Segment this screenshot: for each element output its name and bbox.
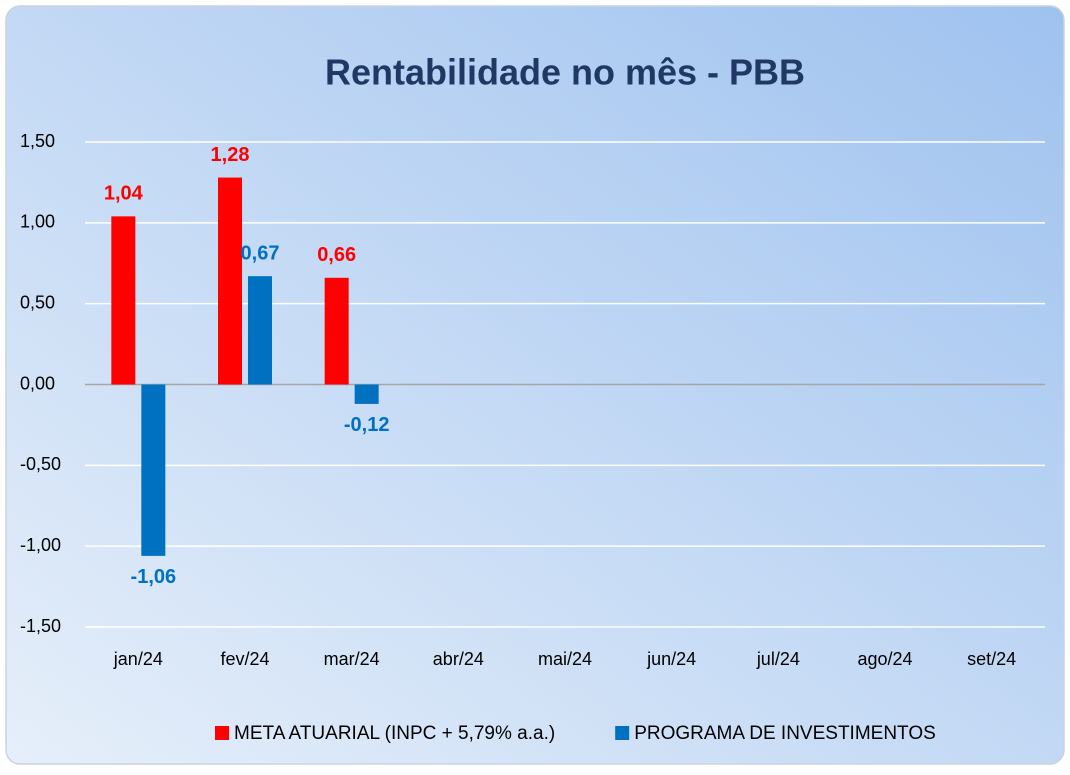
- x-tick-label: ago/24: [857, 649, 912, 669]
- data-label: 1,04: [104, 183, 144, 205]
- bar: [218, 177, 242, 385]
- y-tick-label: 1,00: [20, 212, 55, 232]
- data-label: -0,12: [344, 414, 390, 436]
- legend-label: META ATUARIAL (INPC + 5,79% a.a.): [234, 723, 555, 744]
- chart-title: Rentabilidade no mês - PBB: [325, 52, 805, 93]
- x-tick-label: mai/24: [538, 649, 592, 669]
- x-tick-label: fev/24: [220, 649, 269, 669]
- x-tick-label: jun/24: [646, 649, 696, 669]
- data-label: 1,28: [211, 144, 250, 166]
- y-tick-label: -1,00: [20, 535, 61, 555]
- y-tick-label: -0,50: [20, 454, 61, 474]
- x-tick-label: mar/24: [324, 649, 380, 669]
- y-tick-label: -1,50: [20, 616, 61, 636]
- data-label: 0,66: [317, 244, 356, 266]
- x-tick-label: set/24: [967, 649, 1016, 669]
- data-label: -1,06: [131, 566, 177, 588]
- legend-label: PROGRAMA DE INVESTIMENTOS: [634, 723, 936, 744]
- bar: [141, 384, 166, 556]
- y-tick-label: 1,50: [20, 131, 55, 151]
- x-tick-label: jan/24: [113, 649, 163, 669]
- legend-swatch: [615, 726, 630, 740]
- x-tick-label: abr/24: [433, 649, 484, 669]
- y-tick-label: 0,00: [20, 373, 55, 393]
- x-tick-label: jul/24: [756, 649, 800, 669]
- bar: [354, 384, 379, 404]
- legend-swatch: [215, 726, 229, 740]
- data-label: 0,67: [241, 242, 280, 264]
- bar: [324, 277, 349, 385]
- bar: [248, 276, 272, 385]
- bar: [111, 216, 136, 385]
- y-tick-label: 0,50: [20, 292, 55, 312]
